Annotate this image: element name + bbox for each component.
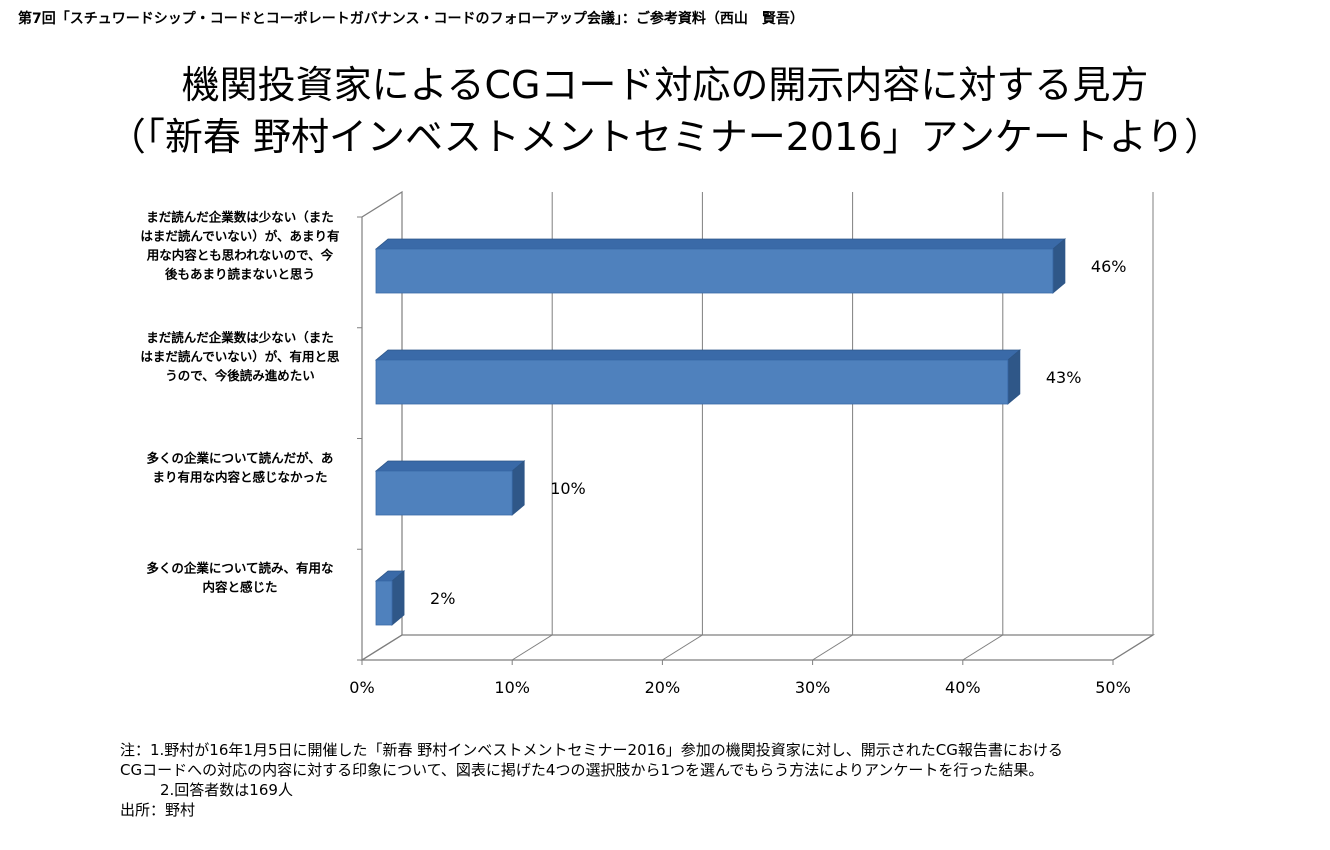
category-label: はまだ読んでいない）が、有用と思 [140,349,340,364]
data-label: 46% [1091,257,1127,276]
x-tick-label: 40% [945,678,981,697]
category-label: 用な内容とも思われないので、今 [146,248,334,263]
floor [359,634,1156,661]
x-tick-label: 20% [645,678,681,697]
gridline-floor [511,634,553,661]
chart-title-line2: （「新春 野村インベストメントセミナー2016」アンケートより） [107,115,1223,159]
category-labels: まだ読んだ企業数は少ない（またはまだ読んでいない）が、あまり有用な内容とも思われ… [140,210,340,595]
category-label: まだ読んだ企業数は少ない（また [146,210,334,225]
bar-end [1052,238,1066,294]
footnotes: 注：1.野村が16年1月5日に開催した「新春 野村インベストメントセミナー201… [120,740,1063,820]
bar [375,359,1009,405]
x-tick-label: 10% [494,678,530,697]
data-label: 2% [430,589,455,608]
x-axis-ticks: 0% 10% 20% 30% 40% 50% [349,678,1130,697]
source-line: 出所：野村 [120,801,196,819]
data-label: 10% [550,479,586,498]
note-line-2: CGコードへの対応の内容に対する印象について、図表に掲げた4つの選択肢から1つを… [120,761,1044,779]
header-text: 第7回「スチュワードシップ・コードとコーポレートガバナンス・コードのフォローアッ… [18,11,804,27]
note-line-3: 2.回答者数は169人 [160,781,293,799]
bar-chart: 46% 43% 10% 2% まだ読んだ企業数は少ない（またはまだ読んでいない）が、あ… [140,190,1156,697]
bar [375,580,393,626]
bar-series [374,238,1067,626]
data-labels: 46% 43% 10% 2% [430,257,1126,608]
x-tick-label: 30% [795,678,831,697]
category-label: 多くの企業について読んだが、あ [147,451,334,466]
gridline-floor [1112,634,1154,661]
bar-end [391,570,405,626]
data-label: 43% [1046,368,1082,387]
category-label: まり有用な内容と感じなかった [152,470,327,485]
gridline-floor [662,634,703,661]
gridline-floor [962,634,1004,661]
bar [375,470,513,516]
bar-end [1007,349,1021,405]
x-tick-label: 50% [1095,678,1131,697]
bar-top [374,238,1067,250]
bar-end [511,460,525,516]
category-label: 内容と感じた [202,580,277,595]
bar-top [374,460,526,472]
bar [375,248,1054,294]
category-label: はまだ読んでいない）が、あまり有 [140,229,339,244]
chart-title-line1: 機関投資家によるCGコード対応の開示内容に対する見方 [181,63,1149,107]
category-label: まだ読んだ企業数は少ない（また [146,330,334,345]
gridline-floor [812,634,853,661]
bar-top [374,349,1021,361]
category-label: 多くの企業について読み、有用な [146,561,333,576]
category-label: うので、今後読み進めたい [165,368,315,383]
note-line-1: 注：1.野村が16年1月5日に開催した「新春 野村インベストメントセミナー201… [120,741,1063,759]
x-tick-label: 0% [349,678,374,697]
category-label: 後もあまり読まないと思う [165,267,315,282]
